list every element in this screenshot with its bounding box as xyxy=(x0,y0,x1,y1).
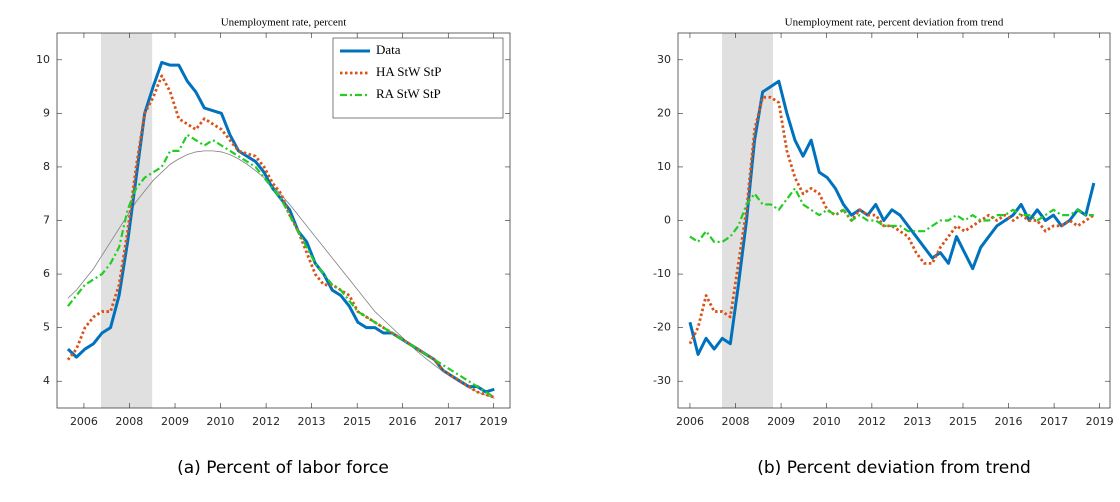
x-tick-label: 2019 xyxy=(1086,415,1114,428)
legend-label: RA StW StP xyxy=(376,86,441,101)
y-tick-label: -20 xyxy=(653,321,671,334)
x-tick-label: 2013 xyxy=(297,415,325,428)
x-tick-label: 2016 xyxy=(389,415,417,428)
caption: (b) Percent deviation from trend xyxy=(757,458,1031,478)
series-line xyxy=(688,95,1095,345)
y-tick-label: -10 xyxy=(653,267,671,280)
axes-box xyxy=(677,32,1111,409)
series-line xyxy=(67,133,495,399)
x-tick-label: 2010 xyxy=(206,415,234,428)
y-tick-label: 8 xyxy=(43,160,50,173)
series-line xyxy=(689,187,1094,244)
y-tick-label: 9 xyxy=(43,106,50,119)
chart-title: Unemployment rate, percent deviation fro… xyxy=(785,17,1004,29)
trend-line xyxy=(67,150,495,399)
recession-shade xyxy=(101,33,153,408)
x-tick-label: 2017 xyxy=(1040,415,1068,428)
x-tick-label: 2015 xyxy=(949,415,977,428)
x-tick-label: 2008 xyxy=(115,415,143,428)
y-tick-label: 4 xyxy=(43,374,50,387)
caption: (a) Percent of labor force xyxy=(177,458,389,478)
x-tick-label: 2015 xyxy=(343,415,371,428)
legend-label: HA StW StP xyxy=(376,64,442,79)
y-tick-label: 30 xyxy=(657,53,671,66)
x-tick-label: 2006 xyxy=(70,415,98,428)
y-tick-label: 20 xyxy=(657,106,671,119)
x-tick-label: 2019 xyxy=(480,415,508,428)
x-tick-label: 2010 xyxy=(813,415,841,428)
x-tick-label: 2017 xyxy=(434,415,462,428)
x-tick-label: 2006 xyxy=(676,415,704,428)
y-tick-label: 0 xyxy=(664,214,671,227)
x-tick-label: 2009 xyxy=(161,415,189,428)
legend-label: Data xyxy=(376,42,401,57)
x-tick-label: 2012 xyxy=(858,415,886,428)
axes-box xyxy=(56,32,511,409)
x-tick-label: 2012 xyxy=(252,415,280,428)
legend-box xyxy=(332,37,504,119)
x-tick-label: 2008 xyxy=(722,415,750,428)
x-tick-label: 2013 xyxy=(903,415,931,428)
y-tick-label: 10 xyxy=(36,53,50,66)
y-tick-label: 5 xyxy=(43,321,50,334)
panel: 4 5 6 7 8 9 10 2006 2008 2009 2010 2012 2013 2015 2016… xyxy=(36,17,511,478)
x-tick-label: 2016 xyxy=(995,415,1023,428)
panel: -30 -20 -10 0 10 20 30 2006 2008 2009 2010 2012 2013… xyxy=(653,17,1114,478)
y-tick-label: 10 xyxy=(657,160,671,173)
chart-title: Unemployment rate, percent xyxy=(221,17,347,29)
y-tick-label: 7 xyxy=(43,214,50,227)
y-tick-label: 6 xyxy=(43,267,50,280)
y-tick-label: -30 xyxy=(653,374,671,387)
x-tick-label: 2009 xyxy=(767,415,795,428)
